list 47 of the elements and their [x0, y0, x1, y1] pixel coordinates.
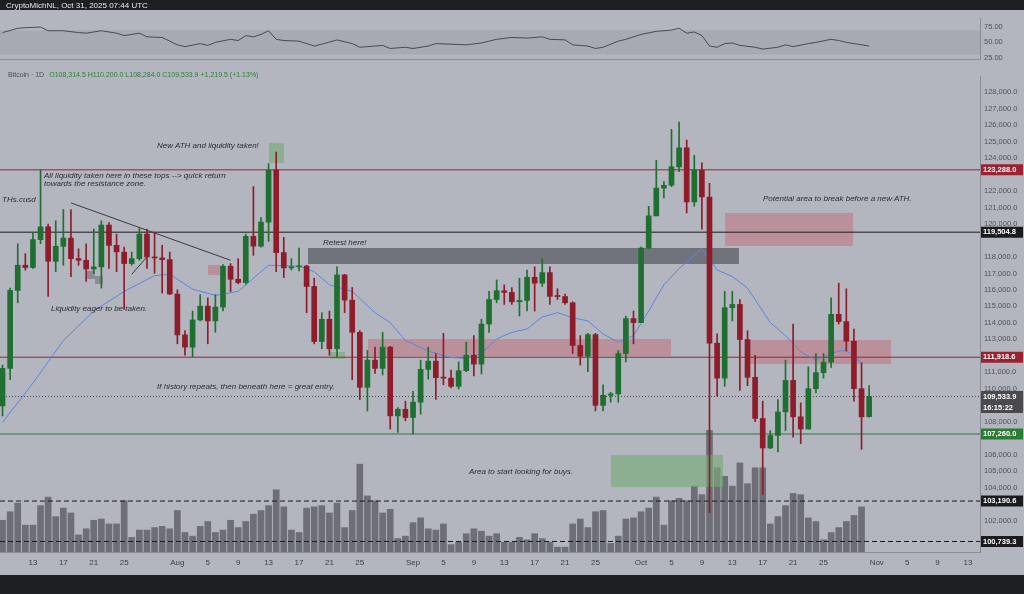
x-tick-label: 21: [788, 558, 799, 567]
text: CryptoMichNL, Oct 31, 2025 07:44 UTC: [6, 1, 148, 11]
candlestick: [159, 245, 165, 294]
x-tick-label: 25: [591, 558, 601, 567]
x-tick-label: 17: [530, 558, 540, 567]
x-tick-label: 9: [471, 558, 477, 567]
x-tick-label: 17: [58, 558, 69, 567]
candlestick: [235, 258, 242, 285]
candlestick: [607, 391, 614, 403]
x-tick-label: Oct: [634, 558, 649, 567]
x-tick-label: 13: [727, 558, 738, 567]
candlestick: [121, 246, 127, 310]
x-tick-label: 5: [441, 558, 447, 567]
x-tick-label: Sep: [405, 558, 421, 567]
x-tick-label: 13: [264, 558, 274, 567]
x-tick-label: Nov: [869, 558, 884, 567]
x-tick-label: 13: [28, 558, 38, 567]
x-tick-label: 17: [758, 558, 768, 567]
x-tick-label: 21: [560, 558, 571, 567]
x-tick-label: 13: [963, 558, 973, 567]
candlestick: [83, 243, 89, 282]
candlestick: [471, 335, 477, 377]
candlestick: [835, 282, 842, 325]
annotation: Retest here!: [323, 238, 368, 248]
x-tick-label: 5: [205, 558, 211, 567]
x-tick-label: 9: [699, 558, 705, 567]
x-tick-label: 25: [119, 558, 130, 567]
x-tick-label: 21: [324, 558, 335, 567]
x-tick-label: 21: [89, 558, 99, 567]
annotation: All liquidity taken here in these tops --> quick return towards the resistance zone.: [43, 171, 227, 189]
x-tick-label: 25: [355, 558, 365, 567]
candlestick: [661, 181, 667, 199]
annotation: Area to start looking for buys.: [468, 467, 574, 477]
annotation: THs.cusd: [2, 195, 37, 205]
candlestick: [501, 284, 508, 305]
annotation: Liquidity eager to be taken.: [51, 304, 148, 314]
x-tick-label: 5: [669, 558, 675, 567]
annotation: New ATH and liquidity taken!: [157, 141, 260, 151]
x-tick-label: 13: [499, 558, 510, 567]
x-tick-label: 9: [235, 558, 241, 567]
x-tick-label: 25: [819, 558, 829, 567]
x-tick-label: 5: [904, 558, 910, 567]
x-tick-label: 9: [935, 558, 941, 567]
x-tick-label: Aug: [170, 558, 185, 567]
annotation: If history repeats, then beneath here = great entry.: [157, 382, 335, 392]
x-tick-label: 17: [294, 558, 304, 567]
annotation: Potential area to break before a new ATH.: [763, 194, 912, 204]
